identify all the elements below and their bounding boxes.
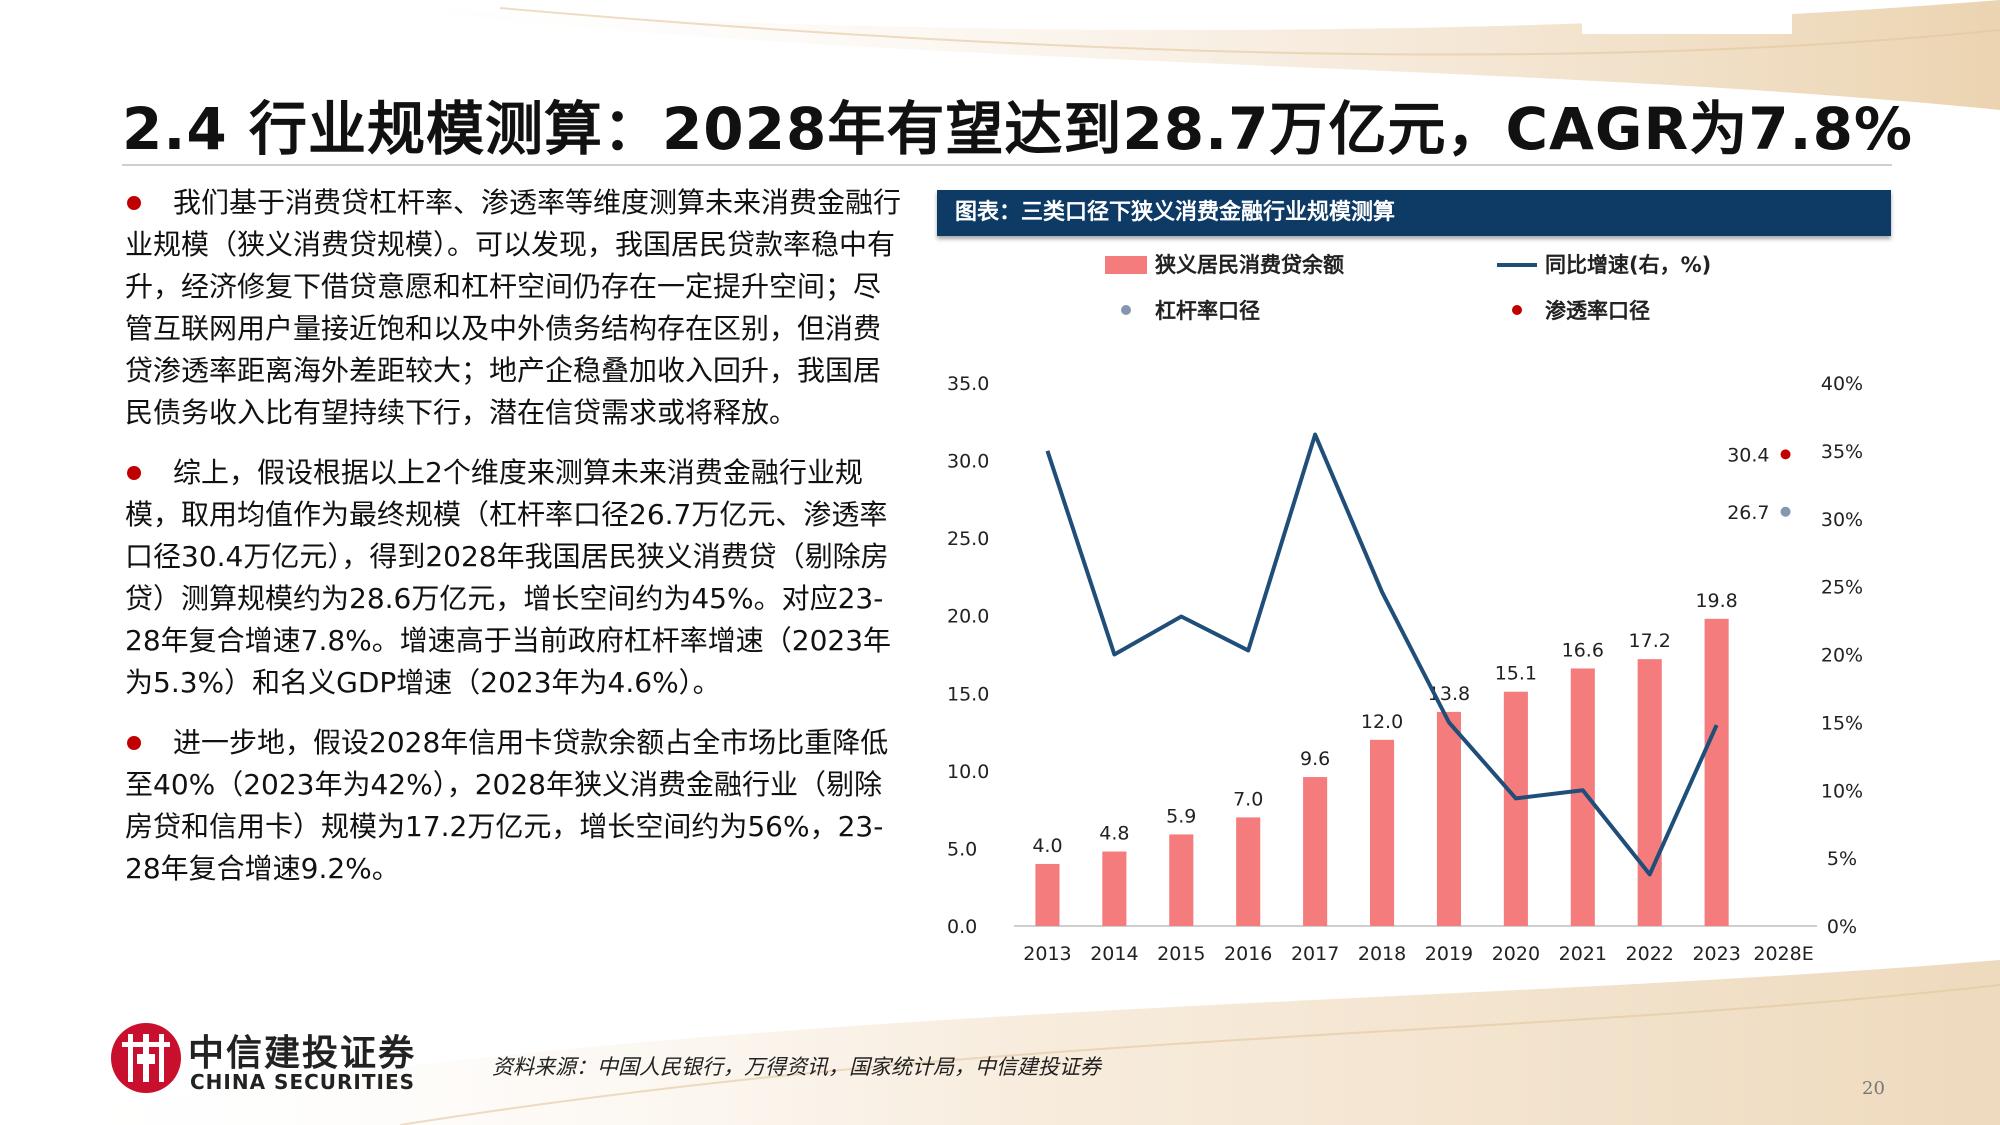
- bar-mark: [1503, 691, 1528, 926]
- bar-mark: [1570, 668, 1595, 926]
- bar-mark: [1035, 863, 1060, 926]
- x-tick-label: 2017: [1291, 943, 1339, 965]
- bullet-item: 我们基于消费贷杠杆率、渗透率等维度测算未来消费金融行业规模（狭义消费贷规模）。可…: [125, 182, 905, 434]
- y-right-tick-label: 5%: [1827, 848, 1857, 870]
- bar-data-label: 9.6: [1300, 748, 1330, 770]
- bar-data-label: 15.1: [1495, 663, 1537, 685]
- y-right-tick-label: 10%: [1821, 780, 1863, 802]
- bullet-text: 我们基于消费贷杠杆率、渗透率等维度测算未来消费金融行业规模（狭义消费贷规模）。可…: [125, 186, 902, 429]
- y-left-tick-label: 35.0: [947, 373, 989, 395]
- bullet-list: 我们基于消费贷杠杆率、渗透率等维度测算未来消费金融行业规模（狭义消费贷规模）。可…: [125, 182, 905, 908]
- bar-mark: [1436, 711, 1462, 926]
- bar-mark: [1704, 618, 1729, 926]
- page-number: 20: [1862, 1078, 1885, 1099]
- company-logo: 中信建投证券 CHINA SECURITIES: [108, 1020, 438, 1100]
- x-tick-label: 2022: [1626, 943, 1674, 965]
- bar-mark: [1369, 739, 1395, 926]
- bullet-dot-icon: [127, 196, 141, 210]
- scenario-point: [1780, 449, 1791, 460]
- y-left-tick-label: 25.0: [947, 528, 989, 550]
- bar-mark: [1236, 817, 1261, 926]
- x-tick-label: 2023: [1692, 943, 1740, 965]
- bar-mark: [1637, 659, 1662, 926]
- y-right-tick-label: 0%: [1827, 916, 1857, 938]
- bar-mark: [1169, 834, 1194, 926]
- bar-data-label: 16.6: [1562, 639, 1604, 661]
- source-note: 资料来源：中国人民银行，万得资讯，国家统计局，中信建投证券: [492, 1055, 1101, 1079]
- legend-label: 狭义居民消费贷余额: [1154, 253, 1344, 277]
- x-tick-label: 2020: [1492, 943, 1540, 965]
- x-tick-label: 2015: [1157, 943, 1205, 965]
- y-right-tick-label: 35%: [1821, 441, 1863, 463]
- bar-data-label: 4.0: [1032, 835, 1062, 857]
- x-tick-label: 2016: [1224, 943, 1272, 965]
- legend-label: 杠杆率口径: [1155, 299, 1260, 323]
- y-left-tick-label: 10.0: [947, 761, 989, 783]
- bar-data-label: 4.8: [1099, 823, 1129, 845]
- x-tick-label: 2014: [1090, 943, 1138, 965]
- bar-mark: [1102, 851, 1127, 926]
- scenario-point: [1780, 506, 1791, 517]
- bar-data-label: 17.2: [1629, 630, 1671, 652]
- legend-point-swatch: [1512, 305, 1522, 315]
- page-title: 2.4 行业规模测算：2028年有望达到28.7万亿元，CAGR为7.8%: [122, 95, 1914, 163]
- x-tick-label: 2019: [1425, 943, 1473, 965]
- y-left-tick-label: 30.0: [947, 451, 989, 473]
- x-tick-label: 2028E: [1753, 943, 1813, 965]
- y-right-tick-label: 20%: [1821, 645, 1863, 667]
- bar-data-label: 19.8: [1695, 590, 1737, 612]
- x-tick-label: 2013: [1023, 943, 1071, 965]
- bar-data-label: 12.0: [1361, 711, 1403, 733]
- bullet-dot-icon: [127, 736, 141, 750]
- legend-label: 渗透率口径: [1545, 299, 1650, 323]
- bar-data-label: 7.0: [1233, 788, 1263, 810]
- scenario-point-label: 26.7: [1727, 502, 1769, 524]
- chart-header: 图表：三类口径下狭义消费金融行业规模测算: [937, 190, 1891, 236]
- bullet-dot-icon: [127, 466, 141, 480]
- y-right-tick-label: 40%: [1821, 373, 1863, 395]
- y-left-tick-label: 0.0: [947, 916, 977, 938]
- legend-label: 同比增速(右，%): [1545, 253, 1711, 277]
- y-left-tick-label: 20.0: [947, 606, 989, 628]
- bullet-text: 进一步地，假设2028年信用卡贷款余额占全市场比重降低至40%（2023年为42…: [125, 726, 889, 885]
- x-tick-label: 2018: [1358, 943, 1406, 965]
- x-tick-label: 2021: [1559, 943, 1607, 965]
- y-right-tick-label: 30%: [1821, 509, 1863, 531]
- logo-chinese-name: 中信建投证券: [188, 1033, 417, 1074]
- chart: 狭义居民消费贷余额 同比增速(右，%) 杠杆率口径 渗透率口径 0.0 5.0 10.0 15…: [947, 253, 1863, 965]
- citic-emblem-icon: [111, 1023, 181, 1093]
- logo-english-name: CHINA SECURITIES: [190, 1070, 416, 1094]
- y-left-tick-label: 15.0: [947, 683, 989, 705]
- bullet-text: 综上，假设根据以上2个维度来测算未来消费金融行业规模，取用均值作为最终规模（杠杆…: [125, 456, 892, 699]
- legend-point-swatch: [1121, 305, 1131, 315]
- title-divider: [122, 164, 1892, 166]
- legend-bar-swatch: [1105, 256, 1147, 274]
- y-left-tick-label: 5.0: [947, 838, 977, 860]
- bullet-item: 综上，假设根据以上2个维度来测算未来消费金融行业规模，取用均值作为最终规模（杠杆…: [125, 452, 905, 704]
- scenario-point-label: 30.4: [1727, 444, 1769, 466]
- y-right-tick-label: 15%: [1821, 712, 1863, 734]
- y-right-tick-label: 25%: [1821, 577, 1863, 599]
- bullet-item: 进一步地，假设2028年信用卡贷款余额占全市场比重降低至40%（2023年为42…: [125, 722, 905, 890]
- bar-data-label: 5.9: [1166, 805, 1196, 827]
- bar-mark: [1303, 777, 1328, 926]
